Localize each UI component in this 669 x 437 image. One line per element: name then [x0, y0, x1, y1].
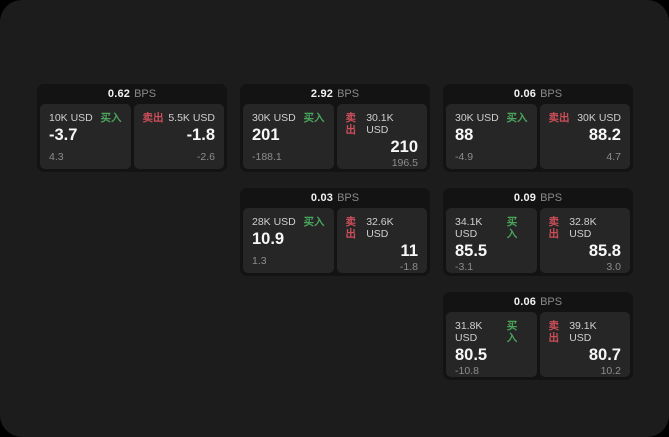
sell-delta: 3.0 — [606, 261, 621, 273]
sell-label: 卖出 — [142, 112, 164, 124]
quote-card-2: 2.92 BPS 30K USD 买入 201 -188.1 卖出 30.1K … — [240, 84, 430, 172]
sell-tile[interactable]: 卖出 32.6K USD 11 -1.8 — [336, 208, 427, 273]
buy-label: 买入 — [303, 112, 325, 124]
buy-tile[interactable]: 10K USD 买入 -3.7 4.3 — [40, 104, 131, 169]
sell-amount: 32.8K USD — [569, 216, 597, 240]
sell-amount: 39.1K USD — [569, 320, 597, 344]
quote-card-1: 0.62 BPS 10K USD 买入 -3.7 4.3 卖出 5.5K USD… — [37, 84, 227, 172]
sell-price: 80.7 — [588, 346, 621, 364]
bps-unit-label: BPS — [337, 88, 360, 100]
buy-amount: 30K USD — [455, 112, 499, 124]
sell-tile[interactable]: 卖出 5.5K USD -1.8 -2.6 — [133, 104, 224, 169]
bps-value: 2.92 — [310, 88, 334, 100]
sell-delta: 4.7 — [606, 151, 621, 163]
buy-tile[interactable]: 34.1K USD 买入 85.5 -3.1 — [446, 208, 537, 273]
sell-amount: 30K USD — [577, 112, 621, 124]
bps-value: 0.09 — [513, 192, 537, 204]
sell-amount: 30.1K USD — [366, 112, 394, 136]
buy-label: 买入 — [303, 216, 325, 228]
sell-delta: -1.8 — [399, 261, 418, 273]
card-header: 0.06 BPS — [446, 292, 630, 312]
quote-card-3: 0.06 BPS 30K USD 买入 88 -4.9 卖出 30K USD 8… — [443, 84, 633, 172]
bps-value: 0.06 — [513, 88, 537, 100]
buy-tile[interactable]: 28K USD 买入 10.9 1.3 — [243, 208, 334, 273]
sell-amount: 32.6K USD — [366, 216, 394, 240]
buy-delta: -10.8 — [455, 365, 479, 377]
buy-price: 201 — [252, 126, 280, 144]
buy-price: 88 — [455, 126, 474, 144]
buy-amount: 30K USD — [252, 112, 296, 124]
buy-delta: 4.3 — [49, 151, 64, 163]
card-header: 0.06 BPS — [446, 84, 630, 104]
sell-delta: 10.2 — [600, 365, 621, 377]
sell-label: 卖出 — [345, 216, 357, 240]
sell-price: 210 — [390, 138, 418, 156]
quote-card-5: 0.09 BPS 34.1K USD 买入 85.5 -3.1 卖出 32.8K… — [443, 188, 633, 276]
bps-unit-label: BPS — [540, 192, 563, 204]
sell-label: 卖出 — [548, 112, 570, 124]
bps-unit-label: BPS — [134, 88, 157, 100]
sell-price: -1.8 — [186, 126, 215, 144]
sell-label: 卖出 — [548, 320, 560, 344]
buy-label: 买入 — [506, 216, 518, 240]
buy-amount: 31.8K USD — [455, 320, 483, 344]
sell-delta: 196.5 — [391, 157, 418, 169]
buy-tile[interactable]: 31.8K USD 买入 80.5 -10.8 — [446, 312, 537, 377]
quote-card-6: 0.06 BPS 31.8K USD 买入 80.5 -10.8 卖出 39.1… — [443, 292, 633, 380]
sell-tile[interactable]: 卖出 30K USD 88.2 4.7 — [539, 104, 630, 169]
buy-tile[interactable]: 30K USD 买入 88 -4.9 — [446, 104, 537, 169]
buy-delta: -4.9 — [455, 151, 474, 163]
buy-delta: -188.1 — [252, 151, 282, 163]
buy-delta: -3.1 — [455, 261, 474, 273]
buy-amount: 34.1K USD — [455, 216, 483, 240]
card-header: 0.62 BPS — [40, 84, 224, 104]
buy-delta: 1.3 — [252, 255, 267, 267]
buy-label: 买入 — [506, 320, 518, 344]
card-header: 0.03 BPS — [243, 188, 427, 208]
bps-value: 0.03 — [310, 192, 334, 204]
sell-label: 卖出 — [345, 112, 357, 136]
buy-label: 买入 — [506, 112, 528, 124]
buy-label: 买入 — [100, 112, 122, 124]
card-header: 2.92 BPS — [243, 84, 427, 104]
sell-price: 88.2 — [588, 126, 621, 144]
buy-price: 85.5 — [455, 242, 488, 260]
buy-price: 10.9 — [252, 230, 285, 248]
buy-price: -3.7 — [49, 126, 78, 144]
buy-amount: 10K USD — [49, 112, 93, 124]
bps-value: 0.62 — [107, 88, 131, 100]
quote-card-4: 0.03 BPS 28K USD 买入 10.9 1.3 卖出 32.6K US… — [240, 188, 430, 276]
sell-tile[interactable]: 卖出 30.1K USD 210 196.5 — [336, 104, 427, 169]
buy-amount: 28K USD — [252, 216, 296, 228]
sell-price: 85.8 — [588, 242, 621, 260]
sell-tile[interactable]: 卖出 39.1K USD 80.7 10.2 — [539, 312, 630, 377]
bps-value: 0.06 — [513, 296, 537, 308]
sell-label: 卖出 — [548, 216, 560, 240]
sell-amount: 5.5K USD — [168, 112, 215, 124]
buy-tile[interactable]: 30K USD 买入 201 -188.1 — [243, 104, 334, 169]
card-header: 0.09 BPS — [446, 188, 630, 208]
sell-price: 11 — [400, 242, 418, 260]
bps-unit-label: BPS — [337, 192, 360, 204]
bps-unit-label: BPS — [540, 88, 563, 100]
sell-tile[interactable]: 卖出 32.8K USD 85.8 3.0 — [539, 208, 630, 273]
sell-delta: -2.6 — [196, 151, 215, 163]
buy-price: 80.5 — [455, 346, 488, 364]
bps-unit-label: BPS — [540, 296, 563, 308]
